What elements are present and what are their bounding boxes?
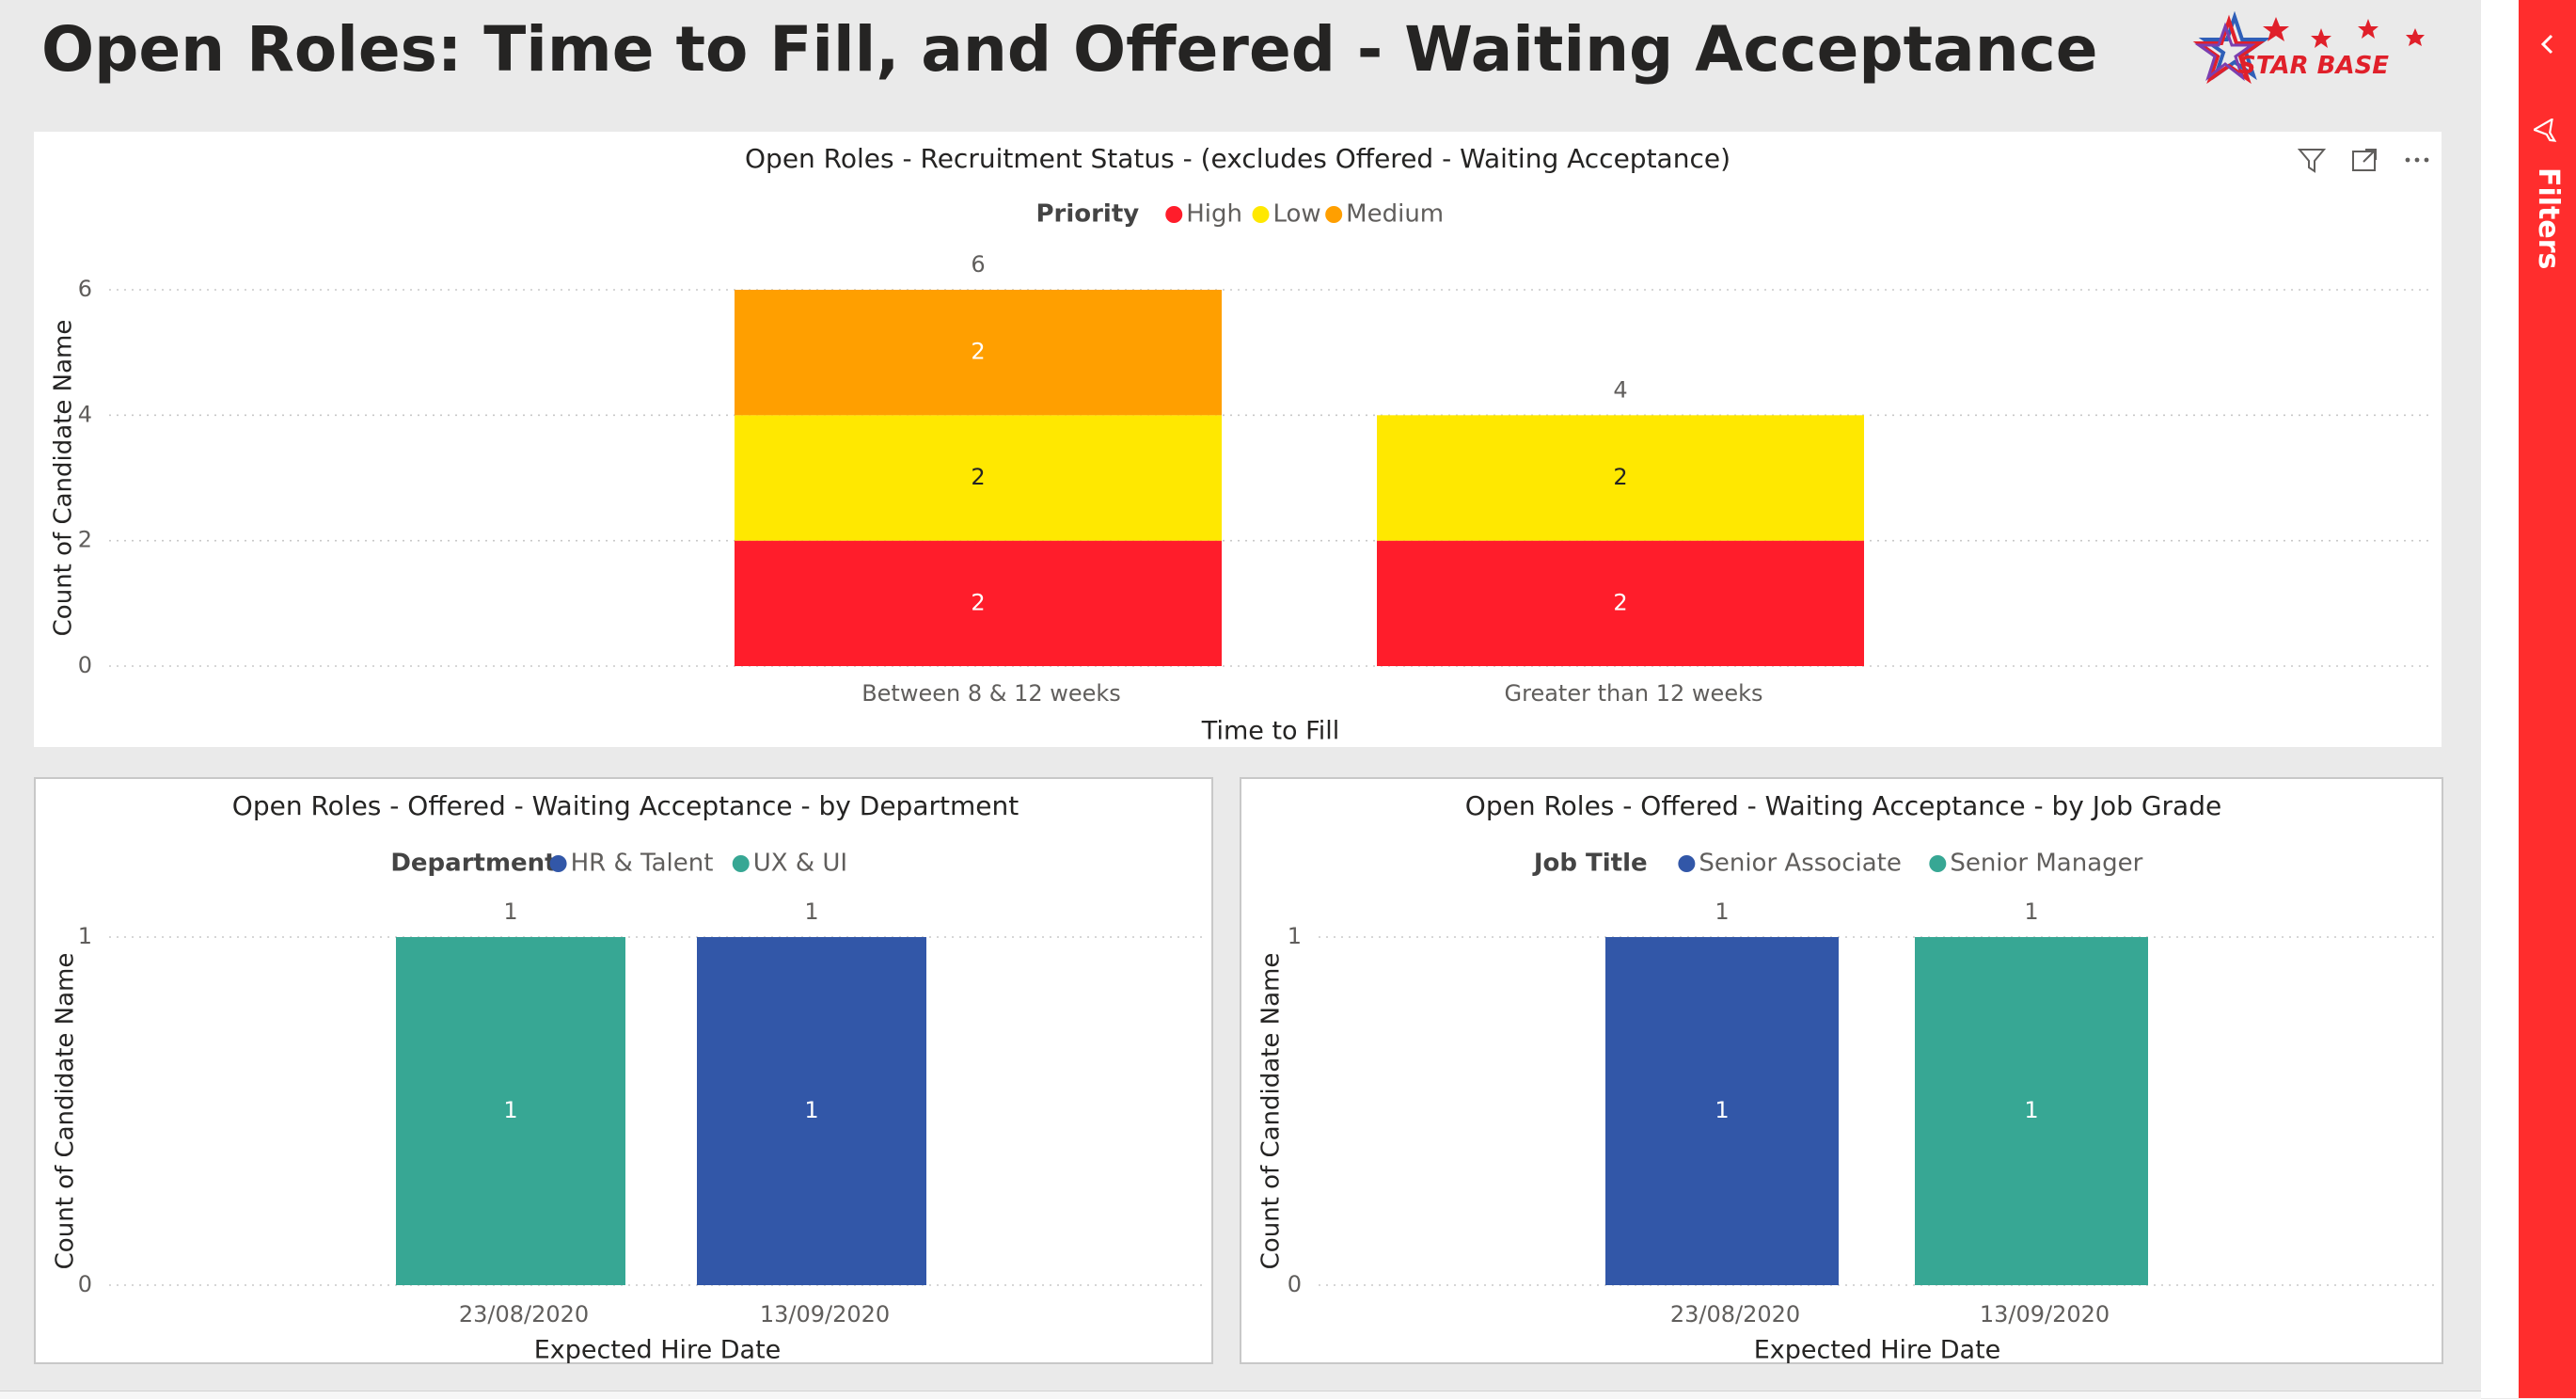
total-label: 1 (804, 898, 818, 925)
data-label: 1 (2024, 1097, 2038, 1123)
chart-title: Open Roles - Offered - Waiting Acceptanc… (1465, 790, 2221, 821)
legend-entry[interactable]: Low (1272, 200, 1320, 229)
x-tick-label: Greater than 12 weeks (1505, 680, 1763, 707)
data-label: 1 (804, 1097, 818, 1123)
bar-segment[interactable] (735, 415, 1222, 541)
chart-svg: Open Roles - Offered - Waiting Acceptanc… (1257, 790, 2436, 1365)
data-label: 1 (1715, 1097, 1729, 1123)
data-label: 2 (971, 339, 985, 365)
data-label: 2 (971, 589, 985, 615)
bar-segment[interactable] (1377, 415, 1864, 541)
total-label: 6 (971, 251, 985, 278)
bar-segment[interactable] (396, 937, 625, 1285)
x-tick-label: 23/08/2020 (1670, 1301, 1800, 1327)
y-tick-label: 0 (1288, 1271, 1302, 1297)
y-tick-label: 1 (1288, 923, 1302, 949)
x-axis-title: Expected Hire Date (1754, 1336, 2001, 1365)
star-base-logo: STAR BASE (2180, 10, 2443, 105)
legend-title: Department (390, 850, 556, 878)
legend-entry[interactable]: UX & UI (753, 850, 847, 878)
data-label: 2 (1613, 589, 1627, 615)
filter-icon (2534, 119, 2557, 142)
legend-marker (1929, 855, 1947, 872)
legend-entry[interactable]: High (1186, 200, 1242, 229)
x-axis-title: Time to Fill (1201, 717, 1339, 746)
chart-title: Open Roles - Recruitment Status - (exclu… (745, 143, 1731, 174)
bar-segment[interactable] (1377, 540, 1864, 666)
legend-entry[interactable]: Medium (1346, 200, 1444, 229)
bar-segment[interactable] (1605, 937, 1839, 1285)
legend-title: Priority (1035, 200, 1139, 229)
data-label: 2 (1613, 464, 1627, 490)
focus-mode-icon[interactable] (2347, 143, 2381, 177)
data-label: 1 (503, 1097, 517, 1123)
visual-by-job-grade[interactable]: Open Roles - Offered - Waiting Acceptanc… (1240, 777, 2443, 1365)
chart-legend: Job Title Senior Associate Senior Manager (1532, 850, 2143, 878)
visual-recruitment-status[interactable]: Open Roles - Recruitment Status - (exclu… (34, 132, 2442, 747)
filter-icon[interactable] (2295, 143, 2329, 177)
page-tabs-strip (0, 1391, 2481, 1399)
chevron-left-icon[interactable] (2532, 28, 2564, 60)
legend-entry[interactable]: Senior Manager (1950, 850, 2142, 878)
y-tick-label: 0 (78, 652, 92, 678)
x-tick-label: 13/09/2020 (760, 1301, 890, 1327)
y-tick-label: 4 (78, 401, 92, 427)
x-axis-title: Expected Hire Date (534, 1336, 782, 1365)
y-axis-title: Count of Candidate Name (50, 320, 78, 637)
legend-marker (1678, 855, 1696, 872)
x-tick-label: 23/08/2020 (459, 1301, 589, 1327)
chart-svg: Open Roles - Recruitment Status - (exclu… (50, 143, 2432, 746)
legend-marker (1325, 206, 1343, 223)
chart-svg: Open Roles - Offered - Waiting Acceptanc… (52, 790, 1206, 1365)
total-label: 1 (1715, 898, 1729, 925)
legend-entry[interactable]: HR & Talent (571, 850, 714, 878)
total-label: 4 (1613, 376, 1627, 403)
y-tick-label: 1 (78, 923, 92, 949)
visual-header (2295, 143, 2434, 177)
bar-segment[interactable] (697, 937, 926, 1285)
legend-marker (1165, 206, 1183, 223)
y-tick-label: 6 (78, 276, 92, 302)
x-tick-label: 13/09/2020 (1980, 1301, 2110, 1327)
more-options-icon[interactable] (2400, 143, 2434, 177)
star-base-logo-icon: STAR BASE (2192, 10, 2425, 85)
page-title: Open Roles: Time to Fill, and Offered - … (41, 13, 2098, 86)
y-tick-label: 2 (78, 527, 92, 553)
legend-entry[interactable]: Senior Associate (1699, 850, 1902, 878)
total-label: 1 (503, 898, 517, 925)
legend-marker (732, 855, 750, 872)
visual-by-department[interactable]: Open Roles - Offered - Waiting Acceptanc… (34, 777, 1213, 1365)
x-tick-label: Between 8 & 12 weeks (861, 680, 1121, 707)
filters-label[interactable]: Filters (2532, 167, 2565, 270)
y-tick-label: 0 (78, 1271, 92, 1297)
total-label: 1 (2024, 898, 2038, 925)
logo-text: STAR BASE (2238, 52, 2389, 80)
legend-marker (549, 855, 567, 872)
bar-segment[interactable] (735, 540, 1222, 666)
filters-pane[interactable]: Filters (2519, 0, 2576, 1398)
scrollbar-gutter (2481, 0, 2519, 1398)
chart-legend: Priority High Low Medium (1035, 200, 1444, 229)
chart-legend: Department HR & Talent UX & UI (390, 850, 847, 878)
legend-marker (1252, 206, 1270, 223)
legend-title: Job Title (1532, 850, 1648, 878)
y-axis-title: Count of Candidate Name (1257, 953, 1286, 1270)
data-label: 2 (971, 464, 985, 490)
chart-title: Open Roles - Offered - Waiting Acceptanc… (232, 790, 1019, 821)
bar-segment[interactable] (1915, 937, 2148, 1285)
y-axis-title: Count of Candidate Name (52, 953, 80, 1270)
bar-segment[interactable] (735, 290, 1222, 416)
